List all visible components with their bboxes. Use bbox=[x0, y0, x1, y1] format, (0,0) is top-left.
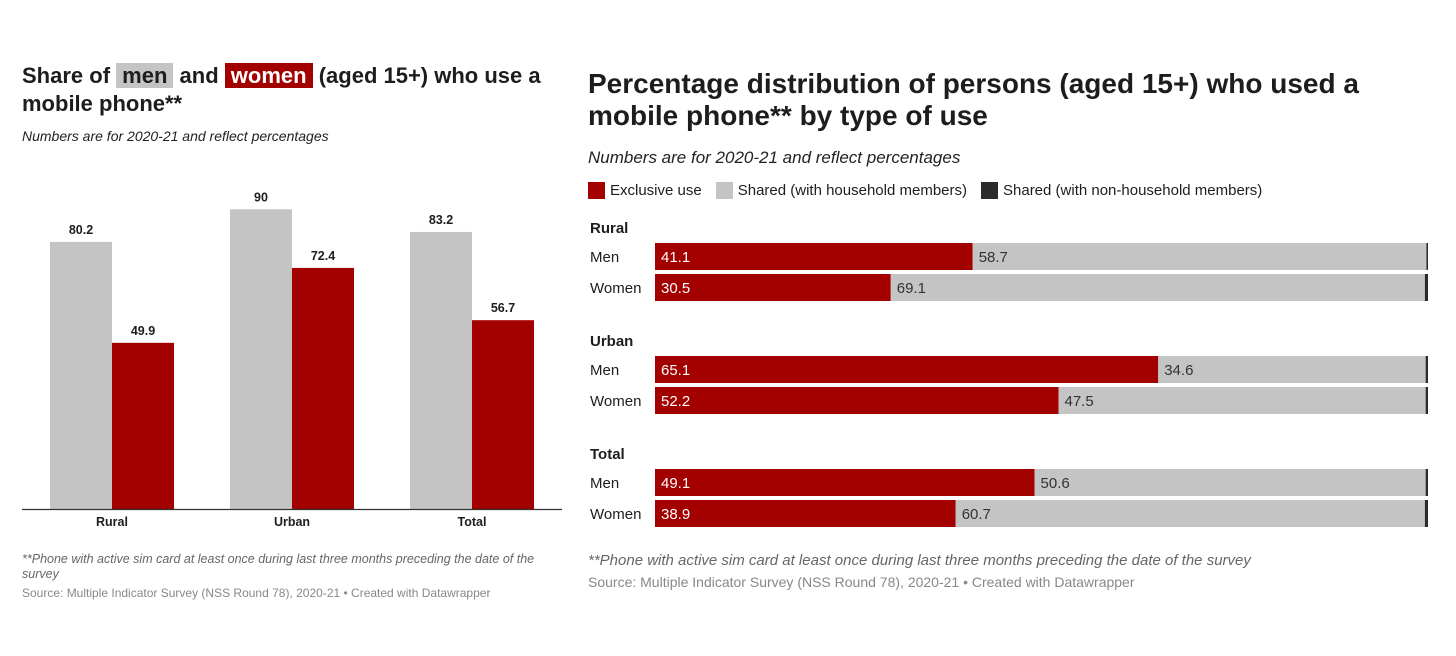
right-chart-title: Percentage distribution of persons (aged… bbox=[588, 68, 1359, 131]
bar-value-label: 49.9 bbox=[131, 324, 155, 338]
row-label-rural-women: Women bbox=[590, 280, 641, 297]
x-tick-label-total: Total bbox=[458, 515, 487, 529]
group-label-urban: Urban bbox=[590, 333, 633, 350]
segment-shared-household-total-women bbox=[955, 500, 1425, 527]
x-tick-label-urban: Urban bbox=[274, 515, 310, 529]
left-chart-notes: **Phone with active sim card at least on… bbox=[22, 552, 562, 600]
title-men-highlight: men bbox=[116, 63, 174, 88]
right-stacked-bar-chart: Rural Men 41.1 58.7 Women 30.5 69.1 Urban Men 65.… bbox=[590, 220, 1428, 527]
bar-women-total bbox=[472, 320, 534, 509]
segment-shared-household-urban-men bbox=[1158, 356, 1426, 383]
bar-value-label: 83.2 bbox=[429, 213, 453, 227]
segment-value-label: 34.6 bbox=[1164, 362, 1193, 379]
legend-item-exclusive: Exclusive use bbox=[588, 182, 702, 199]
segment-value-label: 49.1 bbox=[661, 475, 690, 492]
right-footnote: **Phone with active sim card at least on… bbox=[588, 552, 1251, 569]
left-chart-title: Share of men and women (aged 15+) who us… bbox=[22, 63, 541, 116]
left-footnote: **Phone with active sim card at least on… bbox=[22, 552, 535, 581]
segment-value-label: 41.1 bbox=[661, 249, 690, 266]
legend-swatch-shared-nonhousehold bbox=[981, 182, 998, 199]
bar-women-urban bbox=[292, 267, 354, 509]
segment-shared-nonhousehold-rural-men bbox=[1426, 243, 1428, 270]
row-label-urban-men: Men bbox=[590, 362, 619, 379]
segment-shared-nonhousehold-rural-women bbox=[1424, 274, 1428, 301]
segment-shared-nonhousehold-urban-men bbox=[1425, 356, 1428, 383]
legend-item-shared-household: Shared (with household members) bbox=[715, 182, 967, 199]
segment-shared-household-rural-men bbox=[972, 243, 1427, 270]
right-source: Source: Multiple Indicator Survey (NSS R… bbox=[588, 574, 1135, 590]
legend-item-shared-nonhousehold: Shared (with non-household members) bbox=[981, 182, 1262, 199]
x-tick-label-rural: Rural bbox=[96, 515, 128, 529]
legend-swatch-shared-household bbox=[715, 182, 733, 199]
row-label-urban-women: Women bbox=[590, 393, 641, 410]
bar-value-label: 80.2 bbox=[69, 223, 93, 237]
segment-value-label: 50.6 bbox=[1041, 475, 1070, 492]
segment-value-label: 60.7 bbox=[962, 506, 991, 523]
segment-value-label: 30.5 bbox=[661, 280, 690, 297]
bar-men-rural bbox=[50, 241, 112, 509]
row-label-rural-men: Men bbox=[590, 249, 619, 266]
bar-value-label: 90 bbox=[254, 190, 268, 204]
bar-value-label: 56.7 bbox=[491, 301, 515, 315]
segment-value-label: 52.2 bbox=[661, 393, 690, 410]
segment-exclusive-urban-men bbox=[655, 356, 1159, 383]
segment-shared-nonhousehold-total-women bbox=[1424, 500, 1428, 527]
left-chart-subtitle: Numbers are for 2020-21 and reflect perc… bbox=[22, 128, 329, 144]
bar-women-rural bbox=[112, 342, 174, 509]
row-label-total-men: Men bbox=[590, 475, 619, 492]
segment-shared-household-rural-women bbox=[890, 274, 1425, 301]
segment-value-label: 38.9 bbox=[661, 506, 690, 523]
segment-exclusive-total-women bbox=[655, 500, 956, 527]
group-label-total: Total bbox=[590, 446, 625, 463]
title-women-highlight: women bbox=[224, 63, 313, 88]
right-chart-subtitle: Numbers are for 2020-21 and reflect perc… bbox=[588, 148, 961, 167]
segment-value-label: 65.1 bbox=[661, 362, 690, 379]
segment-shared-household-urban-women bbox=[1058, 387, 1426, 414]
segment-exclusive-urban-women bbox=[655, 387, 1059, 414]
bar-men-urban bbox=[230, 209, 292, 510]
segment-shared-household-total-men bbox=[1034, 469, 1426, 496]
segment-value-label: 58.7 bbox=[979, 249, 1008, 266]
bar-men-total bbox=[410, 231, 472, 509]
right-chart-notes: **Phone with active sim card at least on… bbox=[588, 552, 1438, 590]
segment-shared-nonhousehold-total-men bbox=[1425, 469, 1428, 496]
segment-exclusive-rural-men bbox=[655, 243, 973, 270]
left-bar-chart: 80.2 49.9 Rural 90 72.4 Urban 83.2 56.7 Total bbox=[22, 190, 562, 529]
right-chart-legend: Exclusive use Shared (with household mem… bbox=[588, 182, 1262, 199]
segment-shared-nonhousehold-urban-women bbox=[1425, 387, 1428, 414]
legend-swatch-exclusive bbox=[588, 182, 605, 199]
row-label-total-women: Women bbox=[590, 506, 641, 523]
bar-value-label: 72.4 bbox=[311, 249, 335, 263]
segment-value-label: 47.5 bbox=[1065, 393, 1094, 410]
left-source: Source: Multiple Indicator Survey (NSS R… bbox=[22, 586, 491, 600]
segment-exclusive-rural-women bbox=[655, 274, 891, 301]
segment-exclusive-total-men bbox=[655, 469, 1035, 496]
group-label-rural: Rural bbox=[590, 220, 628, 237]
segment-value-label: 69.1 bbox=[897, 280, 926, 297]
